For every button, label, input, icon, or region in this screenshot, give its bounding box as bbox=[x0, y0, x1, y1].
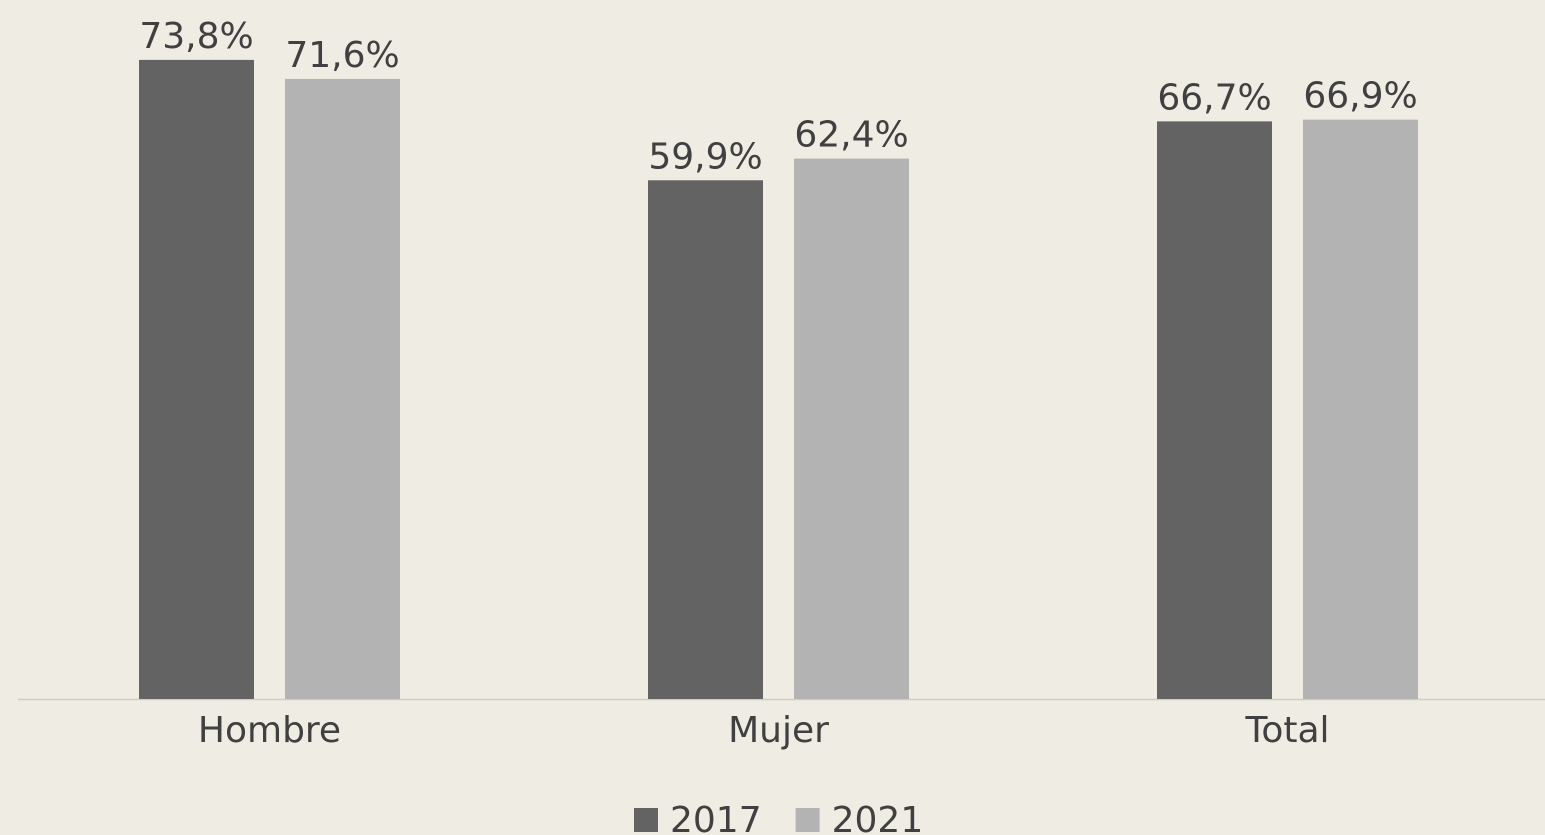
data-label: 66,9% bbox=[1303, 76, 1417, 117]
legend-label: 2021 bbox=[832, 800, 924, 835]
x-tick-label: Total bbox=[1244, 710, 1329, 751]
data-label: 66,7% bbox=[1157, 77, 1271, 118]
legend-label: 2017 bbox=[670, 800, 762, 835]
data-label: 71,6% bbox=[285, 35, 399, 76]
bar bbox=[794, 158, 909, 700]
bar bbox=[1157, 121, 1272, 700]
legend-swatch bbox=[634, 808, 658, 832]
bar bbox=[648, 180, 763, 700]
data-label: 73,8% bbox=[139, 16, 253, 57]
bar bbox=[139, 59, 254, 700]
legend-swatch bbox=[795, 808, 820, 832]
bar bbox=[1303, 119, 1418, 699]
x-tick-label: Mujer bbox=[728, 710, 829, 751]
bar bbox=[285, 78, 400, 700]
data-label: 59,9% bbox=[648, 136, 762, 177]
data-label: 62,4% bbox=[794, 115, 908, 156]
x-tick-label: Hombre bbox=[198, 710, 341, 751]
